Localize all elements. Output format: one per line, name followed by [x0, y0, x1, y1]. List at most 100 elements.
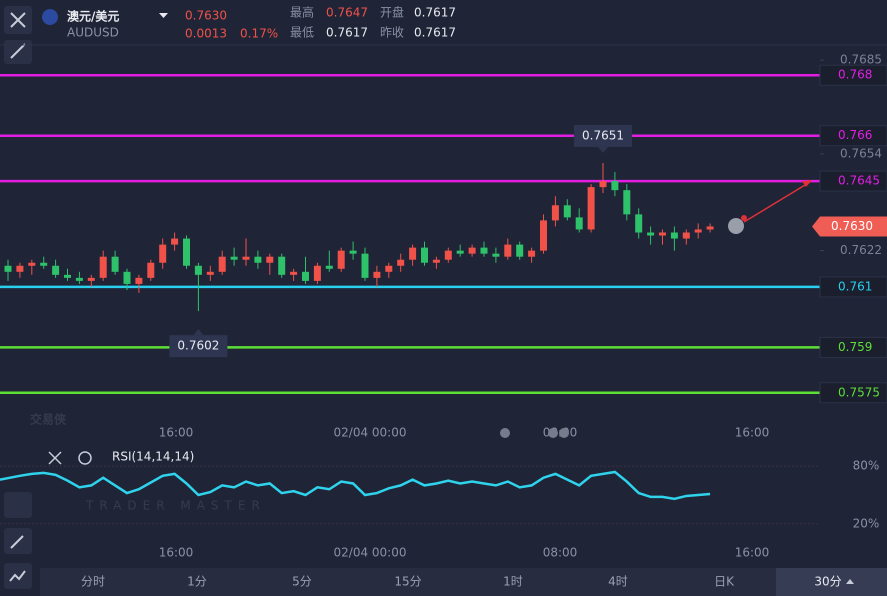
- low-pointer: [193, 329, 204, 336]
- candle-body: [551, 205, 559, 221]
- candle-body: [16, 265, 24, 272]
- level-tag: [819, 276, 887, 298]
- indicator-button[interactable]: [4, 492, 32, 518]
- candle-body: [468, 247, 476, 254]
- rsi-close[interactable]: [48, 451, 62, 465]
- stat-label: 最低: [290, 26, 314, 40]
- symbol: AUDUSD: [67, 26, 119, 40]
- timeframe-tab[interactable]: 1分: [187, 575, 207, 589]
- candle-body: [87, 277, 95, 281]
- level-label: 0.766: [838, 128, 872, 142]
- candle-body: [682, 232, 690, 239]
- draw-icon: [10, 535, 24, 549]
- timeframe-tab[interactable]: 5分: [292, 575, 312, 589]
- level-label: 0.759: [838, 340, 872, 354]
- timeframe-tab[interactable]: 1时: [503, 575, 523, 589]
- arrow-line: [743, 181, 811, 223]
- close-icon: [10, 12, 26, 28]
- candle-body: [623, 190, 631, 215]
- candle-body: [52, 265, 60, 275]
- candle-body: [480, 247, 488, 254]
- candle-body: [575, 217, 583, 230]
- timeframe-tab[interactable]: 30分: [814, 575, 841, 589]
- last-price-tag: [812, 216, 887, 237]
- candle-body: [28, 262, 36, 266]
- header: 澳元/美元 AUDUSD 0.7630 0.0013 0.17% 最高 0.76…: [42, 5, 456, 41]
- event-marker[interactable]: [559, 428, 569, 438]
- time-label: 02/04 00:00: [334, 426, 407, 440]
- time-label: 16:00: [159, 426, 194, 440]
- trend-icon: [9, 570, 26, 582]
- rsi-settings[interactable]: [78, 451, 92, 465]
- candle-body: [706, 226, 714, 230]
- event-marker[interactable]: [500, 428, 510, 438]
- pair-title[interactable]: 澳元/美元: [67, 9, 119, 24]
- candle-body: [183, 238, 190, 266]
- rsi-label: RSI(14,14,14): [112, 450, 194, 464]
- candle-body: [325, 265, 333, 269]
- y-tick-label: 0.7622: [840, 243, 882, 257]
- candle-body: [659, 232, 666, 236]
- tab-bar: [40, 568, 887, 596]
- candle-body: [409, 247, 417, 260]
- candle-body: [218, 256, 226, 272]
- plot: 0.7685 0.7654 0.7622 0.768 0.766 0.7645 0.761 0…: [0, 53, 887, 560]
- candle-body: [302, 271, 309, 281]
- candle-body: [230, 256, 238, 260]
- trend-button[interactable]: [4, 563, 32, 589]
- candle-body: [611, 181, 619, 191]
- watermark-sub: TRADER MASTER: [85, 499, 266, 513]
- info-icon[interactable]: [728, 218, 744, 234]
- candle-body: [528, 250, 536, 257]
- stat-label: 昨收: [380, 26, 404, 40]
- candle-body: [635, 214, 643, 233]
- candle-body: [373, 271, 381, 278]
- candle-body: [492, 253, 500, 257]
- candle-body: [99, 256, 107, 278]
- event-marker[interactable]: [548, 428, 558, 438]
- candle-body: [694, 229, 702, 233]
- timeframe-tab[interactable]: 15分: [394, 575, 421, 589]
- timeframe-tab[interactable]: 日K: [714, 575, 735, 589]
- level-label: 0.7575: [838, 385, 880, 399]
- watermark-main: 交易侠: [30, 412, 67, 427]
- stat-label: 开盘: [380, 5, 404, 20]
- level-tag: [819, 125, 887, 147]
- candle-body: [599, 181, 607, 188]
- candle-body: [171, 238, 179, 245]
- level-label: 0.761: [838, 279, 872, 293]
- change: 0.0013: [185, 27, 227, 41]
- candle-body: [242, 256, 250, 260]
- arrow-head: [802, 180, 812, 187]
- level-label: 0.768: [838, 68, 872, 82]
- timeframe-tab[interactable]: 4时: [608, 575, 628, 589]
- time-label: 16:00: [159, 546, 194, 560]
- y-tick-label: 0.7685: [840, 53, 882, 67]
- candle-body: [504, 244, 512, 257]
- stat-value: 0.7617: [414, 26, 456, 40]
- candle-body: [75, 277, 83, 281]
- candle-body: [4, 265, 12, 272]
- level-tag: [819, 64, 887, 86]
- expand-icon: [10, 43, 26, 59]
- timeframe-tab[interactable]: 分时: [81, 575, 105, 589]
- stat-label: 最高: [290, 5, 314, 20]
- rsi-tick-label: 20%: [853, 516, 880, 530]
- candle-body: [40, 262, 48, 266]
- candle-body: [361, 253, 369, 278]
- candle-body: [421, 247, 428, 263]
- stat-value: 0.7617: [414, 6, 456, 20]
- candle-body: [135, 277, 143, 284]
- arrow-dot: [741, 215, 747, 221]
- sidebar: [4, 6, 32, 589]
- y-tick-label: 0.7654: [840, 146, 882, 160]
- candle-body: [254, 256, 262, 263]
- candle-body: [278, 256, 286, 275]
- watermark: 交易侠 TRADER MASTER: [30, 412, 266, 513]
- candle-body: [159, 244, 167, 263]
- candle-body: [647, 232, 655, 236]
- low-tag: [169, 335, 228, 358]
- high-label: 0.7651: [582, 128, 624, 142]
